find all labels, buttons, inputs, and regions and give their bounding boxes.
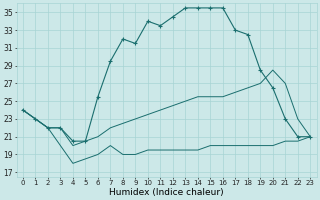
X-axis label: Humidex (Indice chaleur): Humidex (Indice chaleur) — [109, 188, 224, 197]
